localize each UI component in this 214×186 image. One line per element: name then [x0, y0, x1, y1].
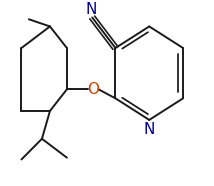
Text: N: N — [144, 122, 155, 137]
Text: N: N — [85, 2, 97, 17]
Text: O: O — [87, 82, 99, 97]
